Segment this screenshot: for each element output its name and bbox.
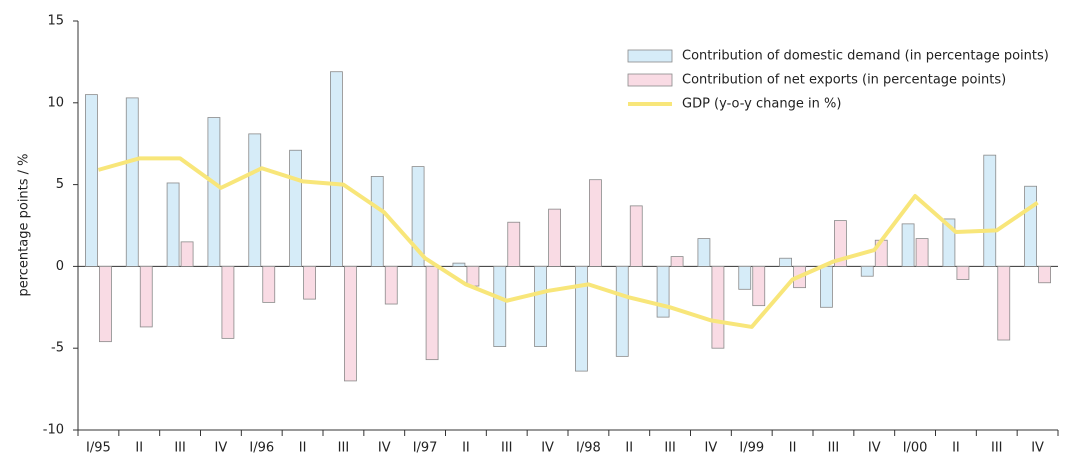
bar — [534, 265, 547, 347]
bar — [1038, 265, 1051, 284]
bar — [493, 265, 507, 347]
y-tick-label: 10 — [47, 95, 64, 110]
bar — [466, 265, 480, 287]
line — [97, 156, 1039, 329]
legend-label: Contribution of domestic demand (in perc… — [682, 49, 1049, 64]
x-tick-label: IV — [1031, 441, 1044, 456]
bar — [507, 221, 521, 267]
bar — [548, 208, 561, 267]
x-tick-label: III — [828, 441, 840, 456]
bar — [711, 265, 725, 349]
bar — [983, 154, 997, 267]
x-tick-label: II — [952, 441, 960, 456]
x-tick-label: IV — [541, 441, 554, 456]
bar — [589, 179, 602, 267]
bar — [425, 265, 439, 361]
bar — [915, 238, 929, 267]
bar — [575, 265, 588, 372]
bar — [997, 265, 1011, 341]
legend-swatch — [627, 49, 673, 63]
bar — [139, 265, 153, 328]
bar — [834, 220, 847, 267]
y-axis-label: percentage points / % — [17, 153, 32, 296]
bar — [221, 265, 235, 339]
legend-swatch — [627, 73, 673, 87]
x-tick-label: IV — [705, 441, 718, 456]
x-tick-label: II — [625, 441, 633, 456]
y-tick-label: 0 — [56, 259, 64, 274]
bar — [303, 265, 316, 300]
x-tick-label: I/97 — [413, 441, 438, 456]
bar — [452, 262, 466, 267]
y-tick-label: 5 — [56, 177, 64, 192]
x-tick-label: IV — [868, 441, 881, 456]
x-tick-label: I/99 — [739, 441, 764, 456]
x-tick-label: I/00 — [903, 441, 928, 456]
bar — [384, 265, 398, 305]
x-tick-label: I/96 — [249, 441, 274, 456]
bar — [262, 265, 276, 303]
x-tick-label: II — [299, 441, 307, 456]
x-tick-label: II — [135, 441, 143, 456]
bar — [901, 223, 915, 267]
bar — [166, 182, 180, 267]
y-tick-label: 15 — [47, 14, 64, 29]
bar — [125, 97, 139, 267]
bar — [1024, 185, 1037, 267]
x-tick-label: II — [789, 441, 797, 456]
x-tick-label: IV — [215, 441, 228, 456]
bar — [697, 238, 711, 267]
bar — [615, 265, 629, 357]
bar — [738, 265, 752, 290]
bar — [248, 133, 262, 267]
bar — [180, 241, 194, 267]
bar — [289, 149, 302, 267]
x-tick-label: III — [338, 441, 350, 456]
legend-label: Contribution of net exports (in percenta… — [682, 73, 1006, 88]
bar — [629, 205, 643, 267]
x-tick-label: III — [174, 441, 186, 456]
bar — [207, 117, 221, 267]
bar — [370, 176, 384, 267]
bar — [85, 94, 98, 267]
bar — [411, 166, 425, 267]
x-tick-label: IV — [378, 441, 391, 456]
bar — [860, 265, 874, 277]
bar — [670, 256, 684, 267]
x-tick-label: II — [462, 441, 470, 456]
bar — [752, 265, 766, 307]
x-tick-label: I/95 — [86, 441, 111, 456]
y-tick-label: -10 — [43, 423, 64, 438]
bar — [344, 265, 357, 382]
legend-label: GDP (y-o-y change in %) — [682, 97, 841, 112]
bar — [779, 257, 792, 267]
x-tick-label: III — [664, 441, 676, 456]
y-tick-label: -5 — [51, 341, 64, 356]
bar — [99, 265, 112, 343]
bar — [656, 265, 670, 318]
x-tick-label: I/98 — [576, 441, 601, 456]
x-tick-label: III — [501, 441, 513, 456]
bar — [956, 265, 970, 280]
bar — [820, 265, 833, 308]
bar — [330, 71, 343, 267]
x-tick-label: III — [991, 441, 1003, 456]
